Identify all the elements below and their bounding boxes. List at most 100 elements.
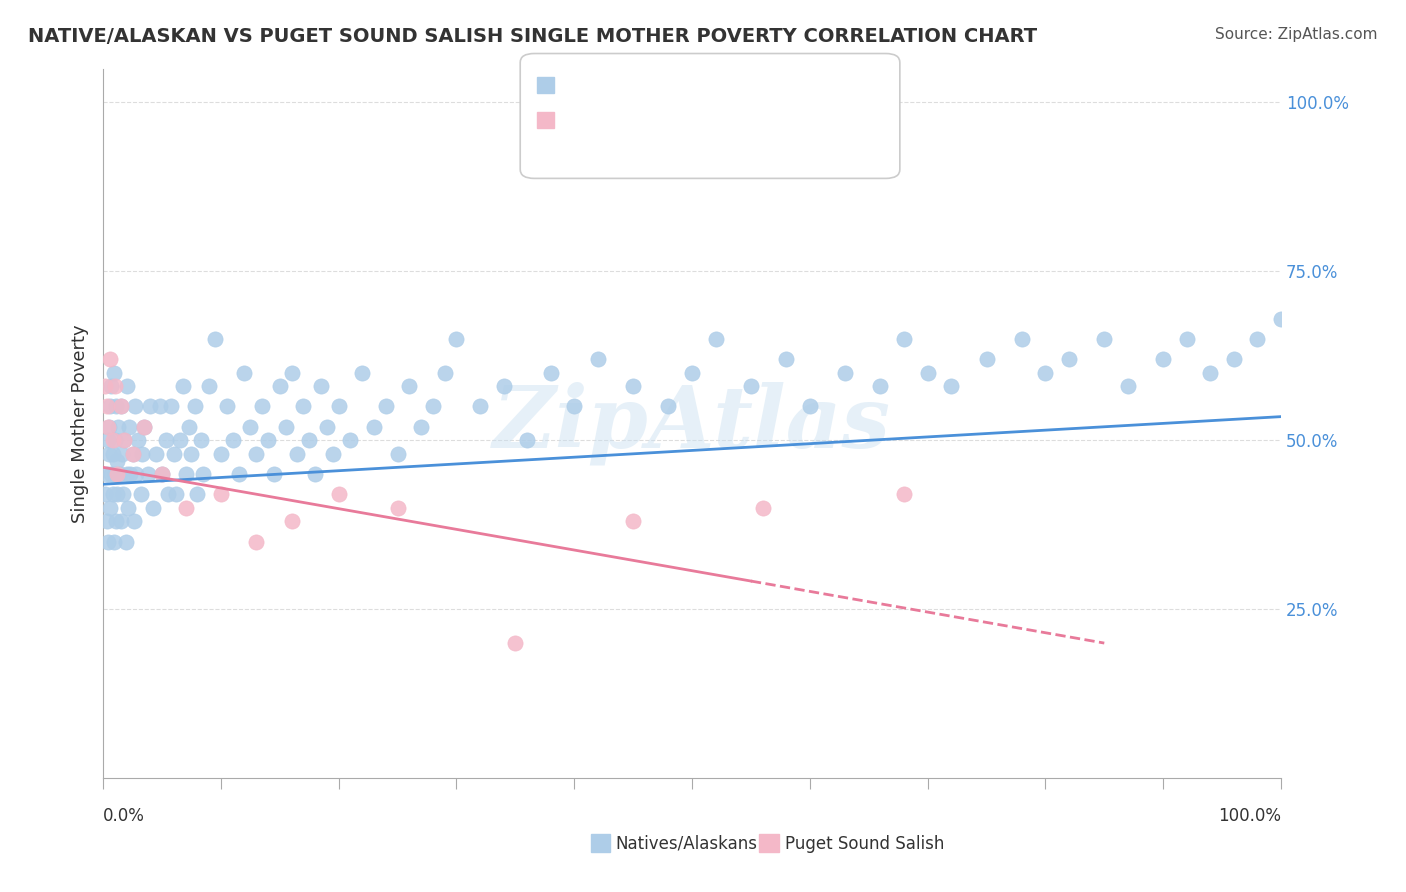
Point bbox=[96, 515, 118, 529]
Point bbox=[269, 379, 291, 393]
Point bbox=[160, 400, 183, 414]
Text: Puget Sound Salish: Puget Sound Salish bbox=[785, 835, 943, 853]
Point bbox=[98, 400, 121, 414]
Point bbox=[505, 636, 527, 650]
Point bbox=[799, 400, 821, 414]
Point bbox=[292, 400, 315, 414]
Point bbox=[328, 400, 350, 414]
Point bbox=[621, 515, 644, 529]
Point bbox=[139, 400, 162, 414]
Point bbox=[941, 379, 963, 393]
Point bbox=[322, 447, 344, 461]
Text: 0.247: 0.247 bbox=[619, 76, 675, 94]
Point bbox=[704, 332, 727, 346]
Point bbox=[304, 467, 326, 481]
Point bbox=[516, 434, 538, 448]
Text: R =: R = bbox=[560, 112, 599, 129]
Point bbox=[104, 434, 127, 448]
Point bbox=[1246, 332, 1268, 346]
Text: R =: R = bbox=[560, 76, 599, 94]
Point bbox=[540, 366, 562, 380]
Point bbox=[228, 467, 250, 481]
Point bbox=[681, 366, 703, 380]
Point bbox=[105, 487, 128, 501]
Point bbox=[422, 400, 444, 414]
Point bbox=[103, 534, 125, 549]
Point bbox=[1116, 379, 1139, 393]
Point bbox=[97, 534, 120, 549]
Point bbox=[893, 487, 915, 501]
Point bbox=[233, 366, 256, 380]
Point bbox=[186, 487, 208, 501]
Point bbox=[100, 467, 122, 481]
Point bbox=[134, 419, 156, 434]
Text: NATIVE/ALASKAN VS PUGET SOUND SALISH SINGLE MOTHER POVERTY CORRELATION CHART: NATIVE/ALASKAN VS PUGET SOUND SALISH SIN… bbox=[28, 27, 1038, 45]
Point bbox=[328, 487, 350, 501]
Point bbox=[239, 419, 262, 434]
Point bbox=[250, 400, 273, 414]
Point bbox=[98, 447, 121, 461]
Point bbox=[136, 467, 159, 481]
Point bbox=[411, 419, 433, 434]
Point bbox=[621, 379, 644, 393]
Point bbox=[101, 447, 124, 461]
Point bbox=[111, 447, 134, 461]
Point bbox=[1270, 311, 1292, 326]
Point bbox=[1057, 352, 1080, 367]
Point bbox=[94, 379, 117, 393]
Point bbox=[1011, 332, 1033, 346]
Point bbox=[98, 500, 121, 515]
Point bbox=[131, 447, 153, 461]
Point bbox=[97, 434, 120, 448]
Point bbox=[134, 419, 156, 434]
Point bbox=[156, 487, 179, 501]
Point bbox=[1092, 332, 1115, 346]
Point bbox=[149, 400, 172, 414]
Point bbox=[562, 400, 585, 414]
Point bbox=[180, 447, 202, 461]
Point bbox=[105, 515, 128, 529]
Point bbox=[339, 434, 361, 448]
Point bbox=[172, 379, 194, 393]
Point bbox=[586, 352, 609, 367]
Text: 0.0%: 0.0% bbox=[103, 807, 145, 825]
Point bbox=[287, 447, 309, 461]
Point bbox=[190, 434, 212, 448]
Point bbox=[184, 400, 207, 414]
Point bbox=[122, 515, 145, 529]
Text: Source: ZipAtlas.com: Source: ZipAtlas.com bbox=[1215, 27, 1378, 42]
Point bbox=[1223, 352, 1246, 367]
Text: N =: N = bbox=[668, 112, 720, 129]
Point bbox=[398, 379, 420, 393]
Point bbox=[917, 366, 939, 380]
Point bbox=[198, 379, 221, 393]
Point bbox=[352, 366, 374, 380]
Point bbox=[1199, 366, 1222, 380]
Point bbox=[893, 332, 915, 346]
Point bbox=[869, 379, 891, 393]
Point bbox=[112, 434, 135, 448]
Point bbox=[169, 434, 191, 448]
Point bbox=[298, 434, 321, 448]
Point bbox=[363, 419, 385, 434]
Text: ZipAtlas: ZipAtlas bbox=[494, 382, 891, 465]
Point bbox=[101, 487, 124, 501]
Point bbox=[263, 467, 285, 481]
Point bbox=[209, 487, 232, 501]
Point bbox=[221, 434, 243, 448]
Point bbox=[751, 500, 773, 515]
Point bbox=[163, 447, 186, 461]
Point bbox=[204, 332, 226, 346]
Point bbox=[110, 515, 132, 529]
Point bbox=[104, 379, 127, 393]
Point bbox=[387, 500, 409, 515]
Point bbox=[174, 467, 197, 481]
Point bbox=[115, 467, 138, 481]
Point bbox=[215, 400, 238, 414]
Point bbox=[110, 400, 132, 414]
Point bbox=[121, 447, 143, 461]
Point bbox=[101, 434, 124, 448]
Point bbox=[100, 379, 122, 393]
Point bbox=[150, 467, 173, 481]
Point bbox=[387, 447, 409, 461]
